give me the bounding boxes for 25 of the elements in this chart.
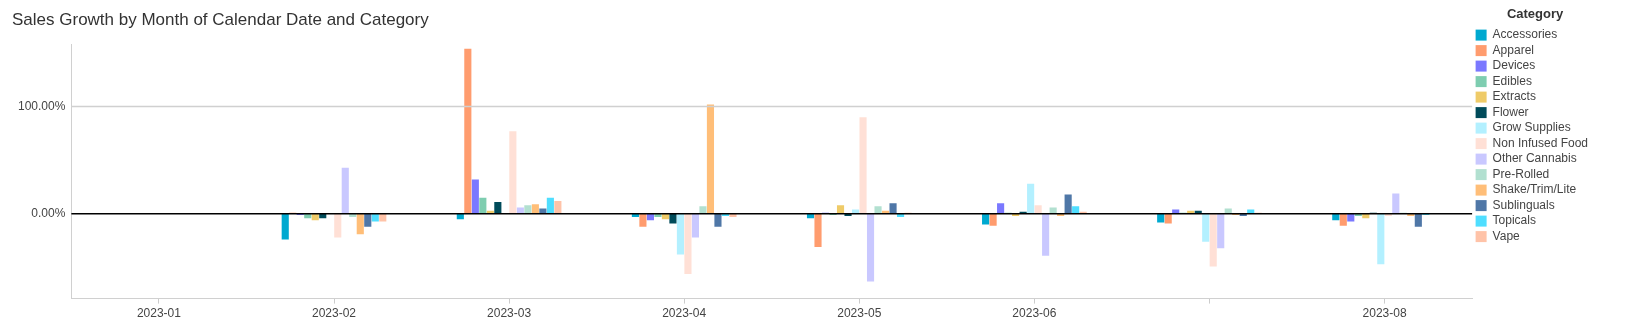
legend-label: Non Infused Food: [1492, 135, 1589, 150]
legend-label: Shake/Trim/Lite: [1492, 182, 1577, 197]
chart-title: Sales Growth by Month of Calendar Date and Category: [12, 9, 430, 29]
legend-label: Other Cannabis: [1492, 151, 1577, 166]
x-tick-label: 2023-04: [662, 306, 707, 321]
legend-title: Category: [1506, 6, 1564, 22]
x-tick-label: 2023-08: [1362, 306, 1407, 321]
y-tick-label: 100.00%: [18, 98, 66, 113]
x-tick-label: 2023-05: [837, 306, 882, 321]
legend-label: Pre-Rolled: [1492, 166, 1550, 181]
legend-label: Accessories: [1492, 27, 1558, 42]
legend-label: Flower: [1492, 104, 1529, 119]
x-tick-label: 2023-06: [1012, 306, 1057, 321]
legend-label: Grow Supplies: [1492, 120, 1571, 135]
x-tick-label: 2023-01: [136, 306, 182, 321]
x-tick-label: 2023-03: [487, 306, 532, 321]
legend-label: Topicals: [1492, 213, 1536, 228]
legend-label: Edibles: [1492, 73, 1532, 88]
legend-label: Devices: [1492, 58, 1536, 73]
y-tick-label: 0.00%: [31, 206, 66, 221]
legend-label: Vape: [1492, 228, 1521, 243]
legend-label: Apparel: [1492, 42, 1534, 57]
legend-label: Extracts: [1492, 89, 1536, 104]
x-tick-label: 2023-02: [311, 306, 357, 321]
legend-label: Sublinguals: [1492, 197, 1555, 212]
